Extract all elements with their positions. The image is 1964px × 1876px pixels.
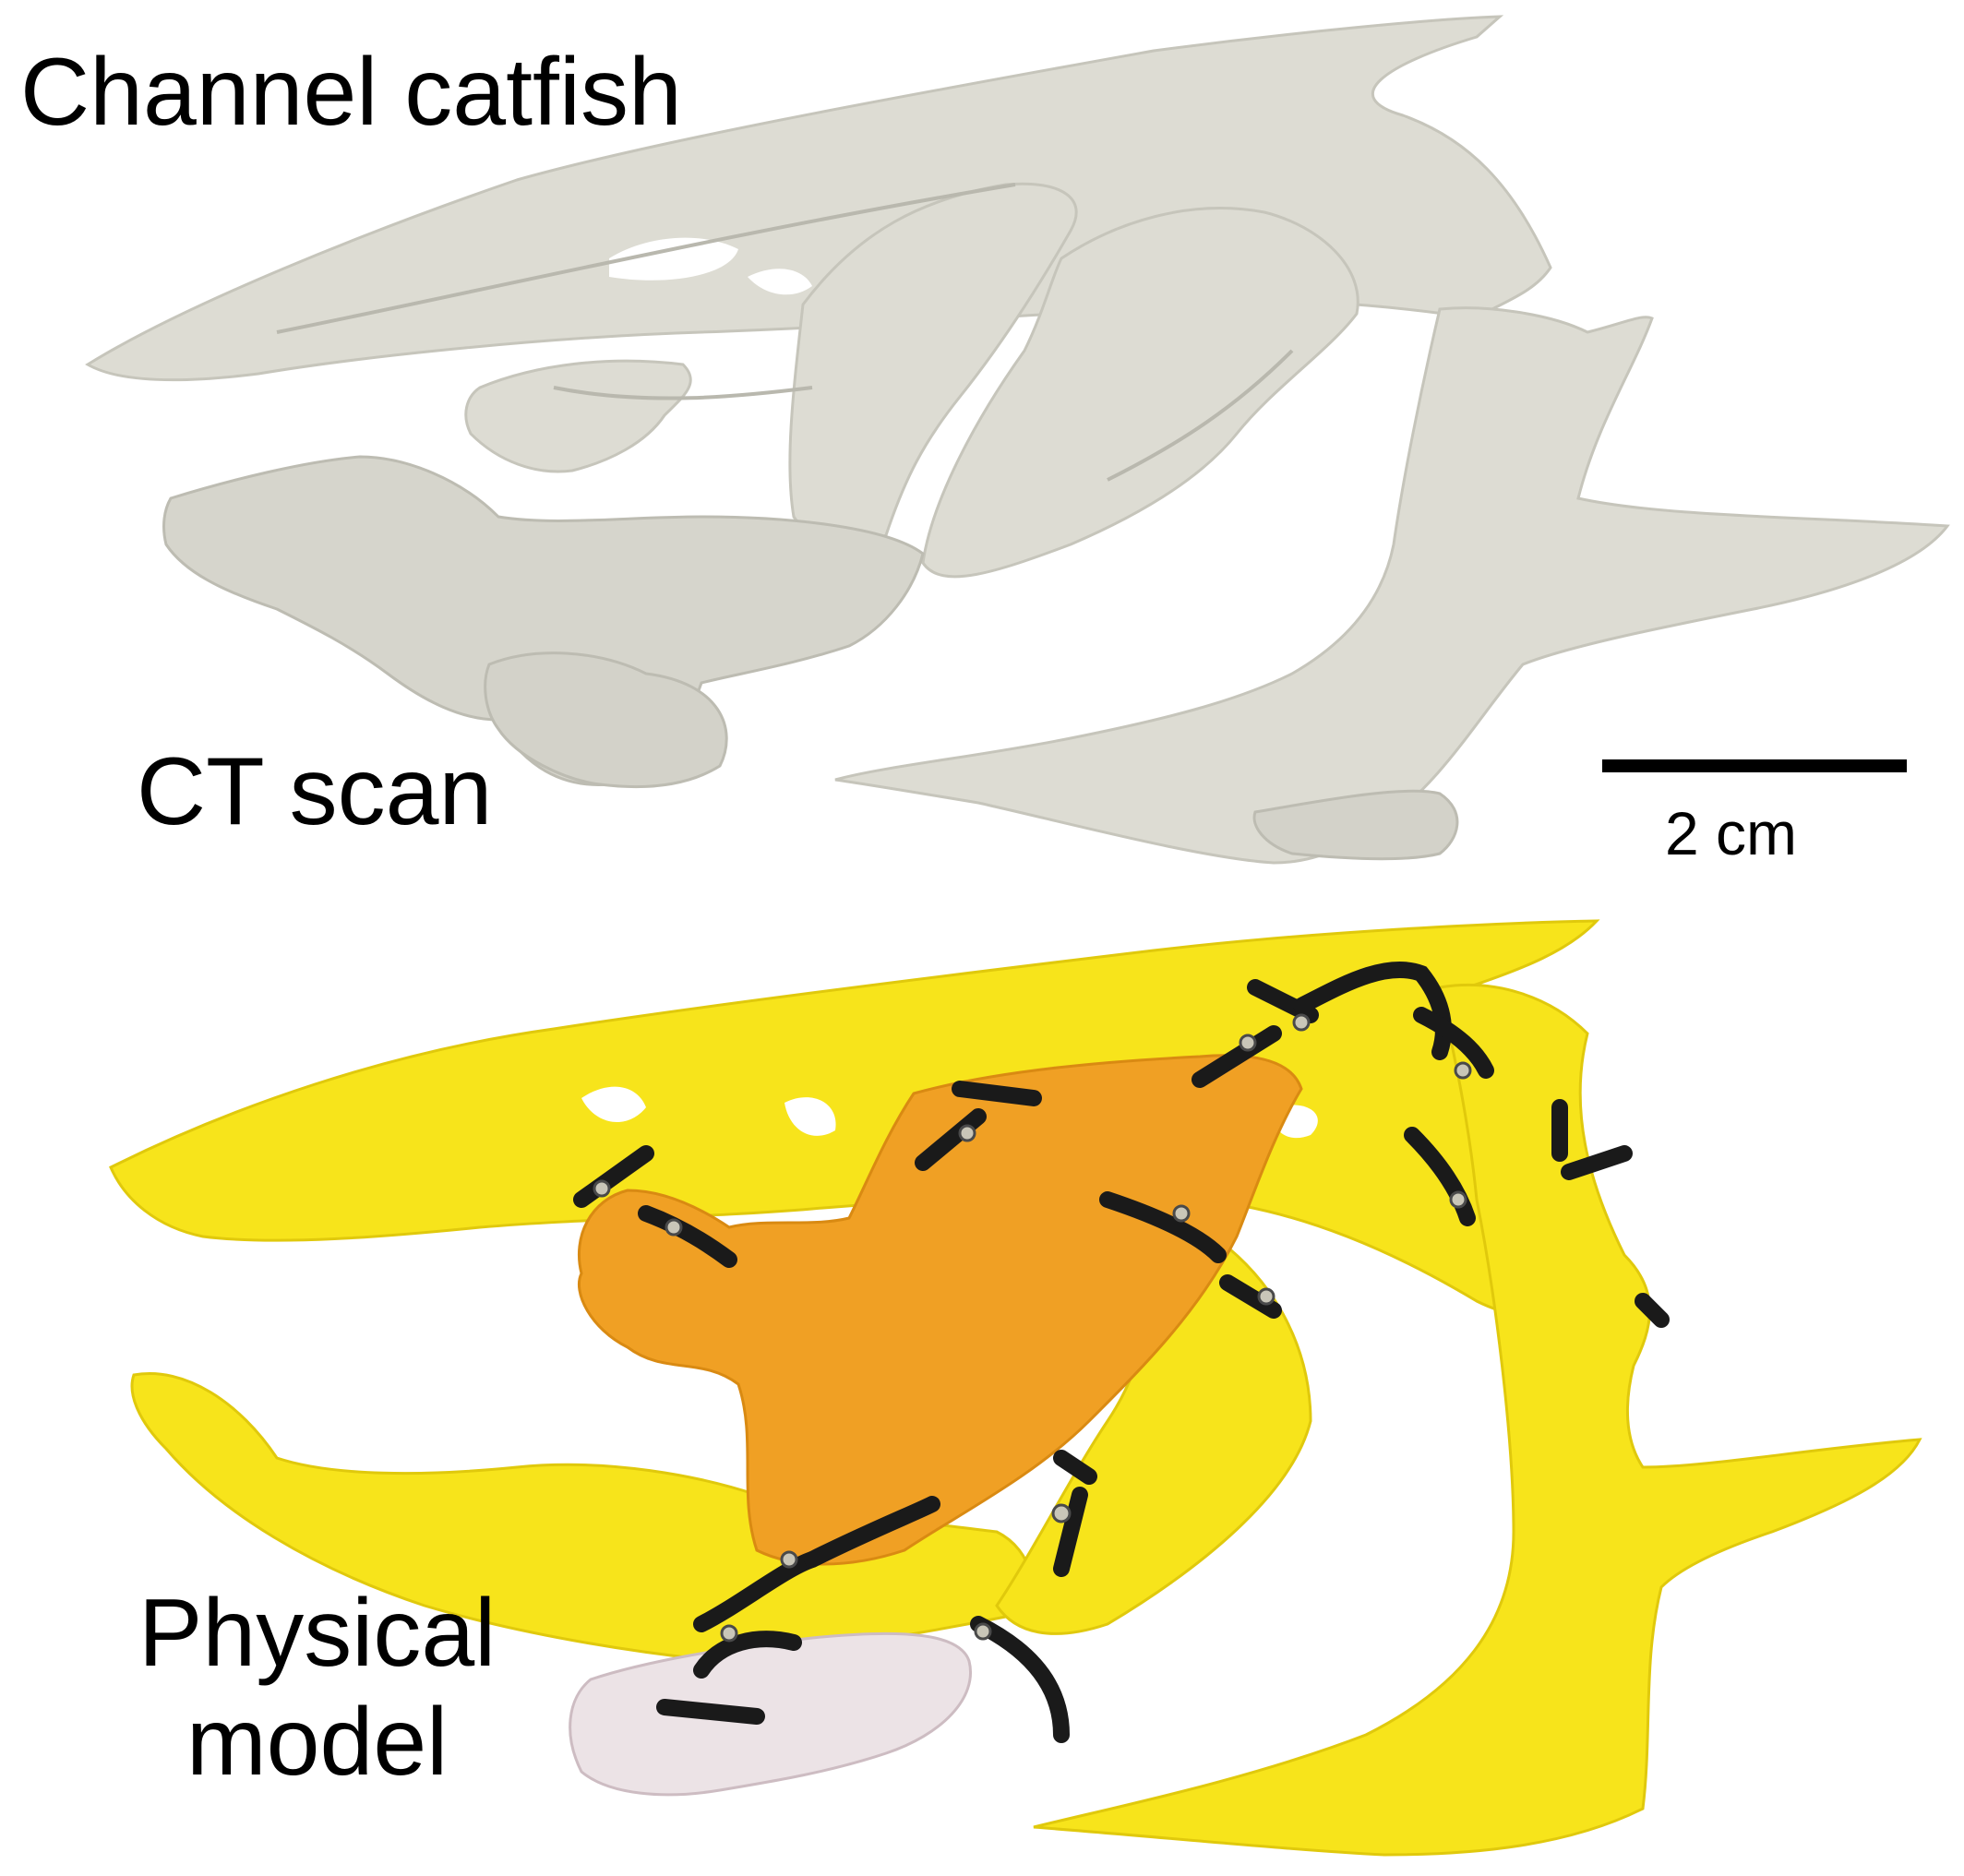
ct-suspensorium bbox=[464, 359, 692, 473]
screw bbox=[1292, 1013, 1311, 1032]
screw bbox=[1051, 1503, 1072, 1524]
ct-scan-skull bbox=[85, 15, 1950, 865]
elastic-band bbox=[970, 1616, 1070, 1743]
elastic-band bbox=[638, 1205, 737, 1268]
elastic-band bbox=[1192, 1025, 1282, 1088]
physical-model-skull bbox=[109, 919, 1922, 1857]
ct-lower-jaw bbox=[162, 455, 925, 786]
ct-roof-opening bbox=[609, 237, 738, 281]
physical-model-label-line1: Physical bbox=[138, 1580, 497, 1687]
physical-model-label-line2: model bbox=[186, 1688, 449, 1796]
screw bbox=[1257, 1287, 1275, 1306]
elastic-band bbox=[1413, 1007, 1494, 1079]
elastic-band bbox=[1635, 1293, 1670, 1328]
ct-scan-label: CT scan bbox=[137, 738, 493, 845]
ct-shadow bbox=[276, 183, 1294, 482]
screw bbox=[1172, 1204, 1191, 1223]
screw bbox=[1449, 1190, 1467, 1209]
elastic-band bbox=[1551, 1099, 1633, 1180]
screw bbox=[780, 1550, 798, 1569]
physical-cleithrum bbox=[1033, 984, 1922, 1857]
elastic-band bbox=[1099, 1191, 1227, 1263]
elastic-band bbox=[693, 1631, 802, 1679]
physical-roof-opening bbox=[784, 1097, 836, 1136]
ct-roof-opening bbox=[748, 269, 812, 295]
screw bbox=[720, 1624, 738, 1643]
elastic-band bbox=[915, 1108, 987, 1171]
physical-screws bbox=[593, 1013, 1472, 1643]
screw bbox=[1454, 1061, 1472, 1080]
elastic-band bbox=[573, 1145, 654, 1208]
screw bbox=[1239, 1034, 1257, 1052]
physical-roof-opening bbox=[581, 1086, 646, 1123]
elastic-band bbox=[656, 1699, 765, 1725]
physical-model-label: Physical model bbox=[138, 1580, 496, 1797]
physical-elastic-bands bbox=[573, 962, 1670, 1743]
scale-bar-label: 2 cm bbox=[1665, 799, 1798, 867]
figure-title: Channel catfish bbox=[20, 39, 682, 146]
elastic-band bbox=[1404, 1127, 1476, 1226]
screw bbox=[958, 1124, 976, 1142]
elastic-band bbox=[693, 1551, 820, 1632]
elastic-band bbox=[1219, 1274, 1282, 1319]
physical-hyoid bbox=[569, 1631, 972, 1797]
scale-bar bbox=[1602, 759, 1907, 772]
ct-pectoral-base bbox=[1252, 789, 1459, 861]
ct-ceratohyal bbox=[484, 651, 728, 789]
physical-opercular-plate bbox=[577, 1054, 1303, 1566]
elastic-band bbox=[952, 1081, 1042, 1106]
elastic-band bbox=[804, 1496, 940, 1568]
screw bbox=[665, 1218, 683, 1237]
screw bbox=[593, 1179, 611, 1198]
elastic-band bbox=[1053, 1450, 1097, 1577]
screw bbox=[974, 1622, 992, 1641]
ct-opercle bbox=[921, 207, 1359, 579]
